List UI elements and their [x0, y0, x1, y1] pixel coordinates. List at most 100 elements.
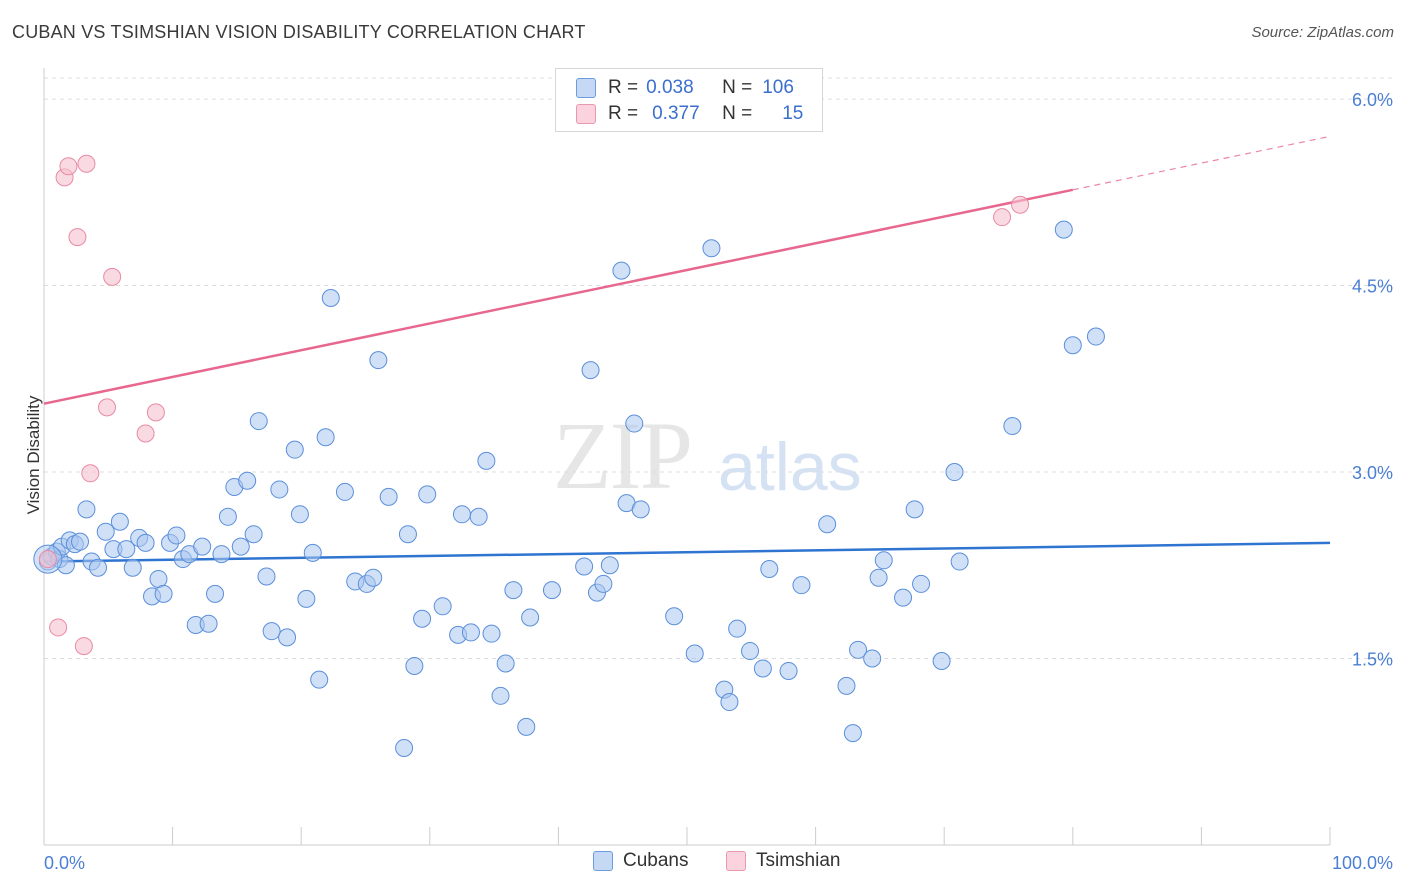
legend-n-value: 106	[762, 77, 794, 98]
cubans-point	[335, 482, 354, 501]
x-tick-label: 0.0%	[44, 853, 85, 873]
watermark-zip: ZIP	[553, 402, 693, 509]
watermark-atlas: atlas	[718, 429, 862, 505]
cubans-point	[1063, 336, 1082, 355]
cubans-point	[843, 724, 862, 743]
y-tick-label: 1.5%	[1352, 650, 1393, 670]
cubans-point	[297, 589, 316, 608]
cubans-point	[154, 584, 173, 603]
bottom-legend-tsimshian: Tsimshian	[726, 850, 840, 872]
legend-n-label: N =	[722, 103, 753, 124]
cubans-point	[600, 556, 619, 575]
cubans-point	[874, 551, 893, 570]
legend-r-value: 0.038	[646, 77, 694, 98]
cubans-point	[504, 581, 523, 600]
tsimshian-point	[77, 154, 96, 173]
cubans-point	[405, 656, 424, 675]
cubans-point	[231, 537, 250, 556]
cubans-point	[413, 609, 432, 628]
tsimshian-point	[81, 464, 100, 483]
cubans-point	[612, 261, 631, 280]
cubans-point	[149, 569, 168, 588]
x-tick-label: 100.0%	[1332, 853, 1393, 873]
cubans-point	[433, 597, 452, 616]
tsimshian-legend-swatch	[726, 851, 746, 871]
y-tick-label: 4.5%	[1352, 277, 1393, 297]
cubans-point	[482, 624, 501, 643]
cubans-legend-label: Cubans	[623, 850, 689, 871]
legend-r-value: 0.377	[652, 103, 700, 124]
tick-labels: 1.5% 3.0% 4.5% 6.0% 0.0% 100.0%	[44, 90, 1393, 873]
cubans-point	[285, 440, 304, 459]
tsimshian-point	[146, 403, 165, 422]
cubans-point	[517, 717, 536, 736]
cubans-point	[1086, 327, 1105, 346]
cubans-point	[136, 533, 155, 552]
legend-n-value: 15	[782, 103, 804, 124]
y-tick-label: 3.0%	[1352, 463, 1393, 483]
trend-lines	[43, 135, 1331, 563]
cubans-point	[625, 414, 644, 433]
cubans-point	[212, 545, 231, 564]
tsimshian-point	[993, 208, 1012, 227]
cubans-point	[206, 584, 225, 603]
cubans-point	[849, 640, 868, 659]
cubans-swatch	[576, 78, 596, 98]
cubans-point	[418, 485, 437, 504]
cubans-point	[303, 543, 322, 562]
cubans-point	[117, 540, 136, 559]
cubans-point	[96, 522, 115, 541]
cubans-point	[863, 649, 882, 668]
cubans-point	[167, 526, 186, 545]
cubans-point	[837, 676, 856, 695]
cubans-point	[262, 622, 281, 641]
cubans-point	[1054, 220, 1073, 239]
cubans-point	[199, 614, 218, 633]
tsimshian-point	[59, 157, 78, 176]
cubans-point	[369, 351, 388, 370]
tsimshian-point	[74, 637, 93, 656]
cubans-point	[753, 659, 772, 678]
tsimshian-point	[103, 267, 122, 286]
tsimshian-point	[49, 618, 68, 637]
cubans-point	[244, 525, 263, 544]
cubans-point	[477, 451, 496, 470]
source-label: Source: ZipAtlas.com	[1251, 24, 1394, 41]
cubans-point	[77, 500, 96, 519]
cubans-point	[249, 412, 268, 431]
cubans-point	[379, 487, 398, 506]
tsimshian-swatch	[576, 104, 596, 124]
tsimshian-point	[1011, 195, 1030, 214]
cubans-point	[728, 619, 747, 638]
tsimshian-point	[38, 550, 57, 569]
cubans-point	[741, 642, 760, 661]
tsimshian-point	[98, 398, 117, 417]
cubans-legend-swatch	[593, 851, 613, 871]
cubans-point	[491, 686, 510, 705]
legend-n-label: N =	[722, 77, 753, 98]
cubans-point	[932, 652, 951, 671]
cubans-point	[685, 644, 704, 663]
tsimshian-trend-extension	[1072, 135, 1331, 191]
cubans-point	[496, 654, 515, 673]
cubans-point	[218, 507, 237, 526]
cubans-point	[321, 288, 340, 307]
axes	[43, 68, 1331, 846]
cubans-point	[702, 239, 721, 258]
cubans-point	[270, 480, 289, 499]
cubans-point	[89, 558, 108, 577]
cubans-point	[760, 560, 779, 579]
cubans-point	[316, 428, 335, 447]
stats-legend: R = 0.038 N = 106 R = 0.377 N = 15	[555, 68, 823, 132]
cubans-point	[665, 607, 684, 626]
bottom-legend-cubans: Cubans	[593, 850, 689, 872]
cubans-point	[193, 537, 212, 556]
data-points	[33, 154, 1105, 758]
y-tick-label: 6.0%	[1352, 90, 1393, 110]
legend-r-label: R =	[608, 103, 639, 124]
cubans-point	[521, 608, 540, 627]
cubans-point	[257, 567, 276, 586]
cubans-point	[818, 515, 837, 534]
cubans-point	[310, 670, 329, 689]
